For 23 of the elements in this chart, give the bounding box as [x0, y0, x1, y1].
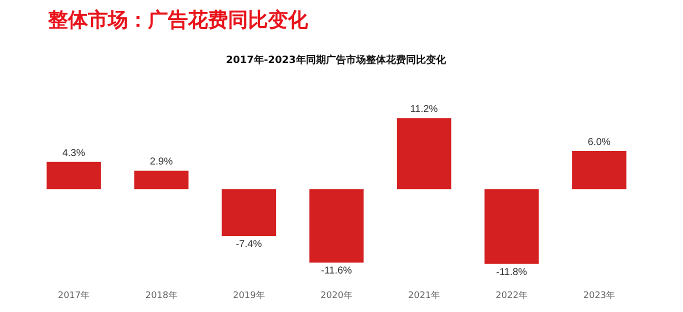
x-tick-label: 2018年: [145, 290, 178, 301]
bar: [572, 151, 626, 190]
data-label: -11.6%: [320, 266, 352, 277]
data-label: 2.9%: [150, 156, 173, 168]
x-tick-label: 2021年: [408, 290, 440, 301]
x-tick-label: 2017年: [58, 290, 90, 301]
bar: [484, 189, 539, 264]
bar: [309, 189, 364, 263]
data-label: -11.8%: [496, 266, 528, 278]
bar: [134, 170, 188, 190]
x-tick-label: 2019年: [232, 290, 265, 301]
chart-title: 整体市场：广告花费同比变化: [46, 7, 309, 32]
x-tick-label: 2022年: [496, 290, 528, 301]
chart-subtitle: 2017年-2023年同期广告市场整体花费同比变化: [226, 54, 447, 66]
bar: [396, 118, 452, 190]
data-label: 6.0%: [588, 137, 611, 148]
bar: [222, 189, 276, 236]
data-label: -7.4%: [236, 239, 262, 250]
bar: [46, 162, 101, 190]
data-label: 11.2%: [410, 104, 438, 116]
x-tick-label: 2020年: [320, 290, 352, 301]
x-tick-label: 2023年: [583, 290, 616, 301]
data-label: 4.3%: [62, 148, 86, 159]
